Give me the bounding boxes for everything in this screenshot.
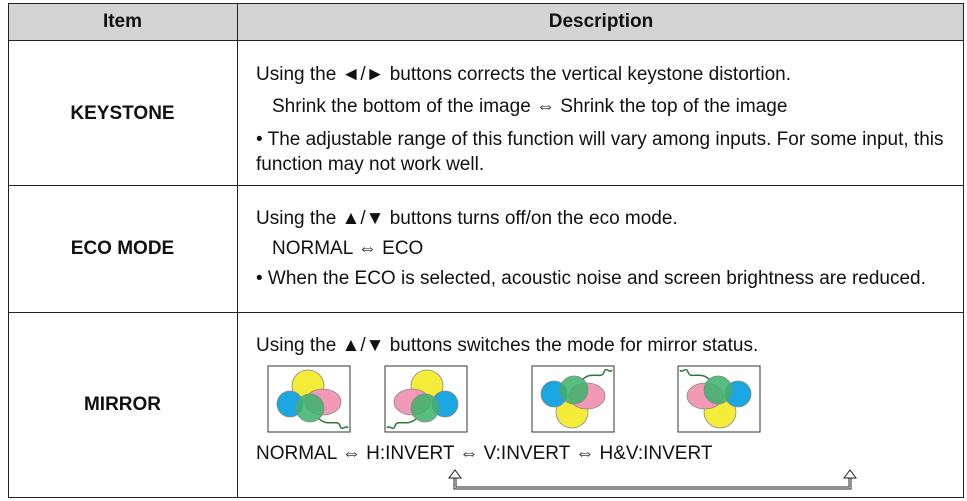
- description-line: Using the ◄/► buttons corrects the verti…: [256, 64, 792, 85]
- mirror-hv-invert: [677, 365, 761, 433]
- header-cell: Description: [548, 11, 654, 32]
- cycle-arrow-inner: [454, 472, 851, 489]
- item-cell: ECO MODE: [70, 238, 175, 259]
- header-row: [8, 3, 964, 41]
- description-line: • When the ECO is selected, acoustic noi…: [256, 268, 926, 289]
- header-cell: Item: [102, 11, 143, 32]
- item-cell: KEYSTONE: [70, 103, 175, 124]
- description-line: NORMAL ⇔ ECO: [272, 238, 424, 259]
- item-cell: MIRROR: [83, 394, 162, 415]
- description-line: Using the ▲/▼ buttons turns off/on the e…: [256, 208, 678, 229]
- description-line: • The adjustable range of this function …: [256, 129, 944, 175]
- mirror-v-invert: [531, 365, 615, 433]
- mirror-h-invert: [384, 365, 468, 433]
- description-line: Shrink the bottom of the image ⇔ Shrink …: [272, 96, 788, 117]
- column-divider: [237, 3, 238, 498]
- cycle-arrow: [453, 472, 852, 490]
- mirror-normal: [267, 365, 351, 433]
- description-line: Using the ▲/▼ buttons switches the mode …: [256, 335, 759, 356]
- arrow-heads: [448, 469, 857, 479]
- description-line: NORMAL ⇔ H:INVERT ⇔ V:INVERT ⇔ H&V:INVER…: [256, 443, 713, 464]
- row: [8, 312, 964, 498]
